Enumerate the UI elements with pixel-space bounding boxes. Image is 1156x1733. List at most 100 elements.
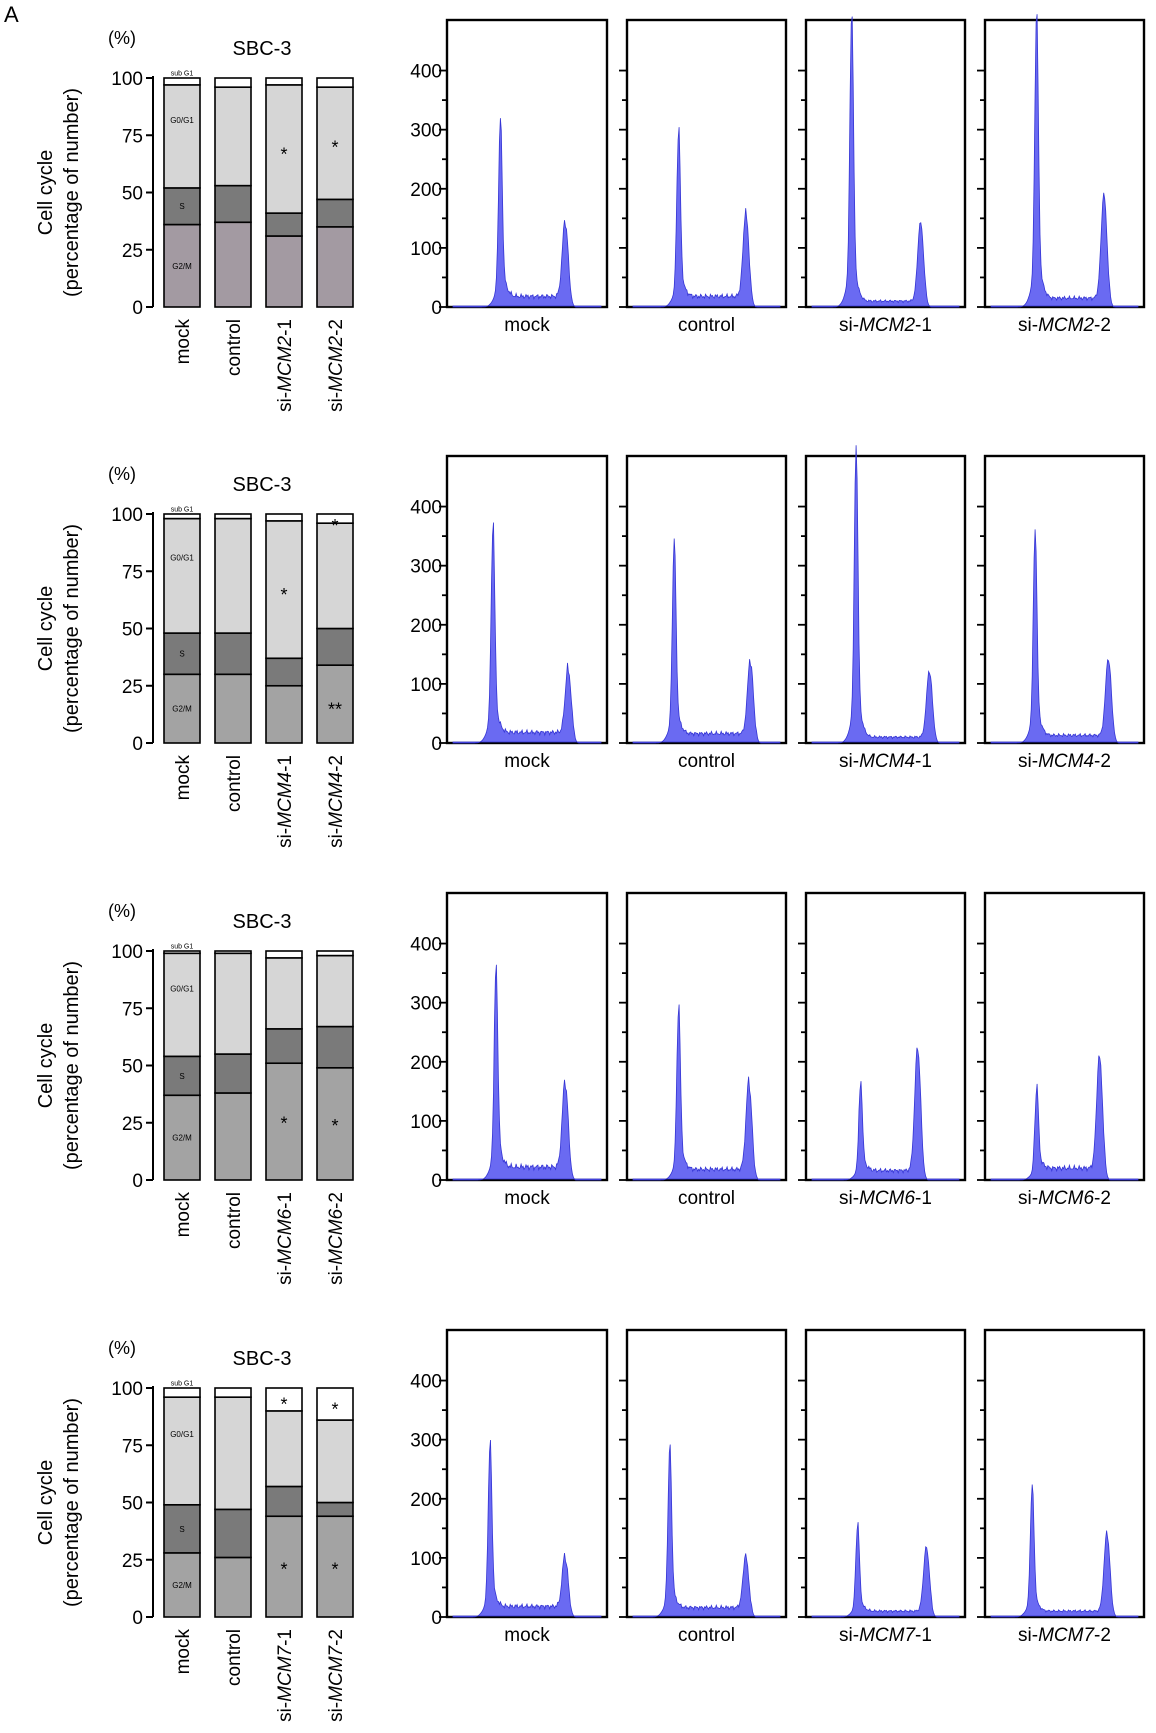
histogram-label: si-MCM2-2 bbox=[1018, 315, 1111, 336]
bar-segment-subg1 bbox=[316, 513, 354, 524]
bar-segment-g0g1 bbox=[265, 957, 303, 1030]
category-label: mock bbox=[173, 319, 194, 365]
category-suffix: -2 bbox=[1094, 315, 1111, 336]
significance-marker: * bbox=[331, 1399, 338, 1419]
bar-segment-g2m bbox=[214, 673, 252, 744]
category-gene: MCM6 bbox=[1038, 1188, 1094, 1209]
y-tick-label: 400 bbox=[410, 498, 442, 519]
histogram-panel: si-MCM4-2 bbox=[977, 454, 1146, 772]
category-suffix: -1 bbox=[275, 1192, 296, 1209]
category-prefix: si- bbox=[275, 1702, 296, 1722]
category-gene: MCM2 bbox=[275, 335, 296, 391]
category-suffix: -2 bbox=[326, 319, 347, 336]
bar-segment-g0g1 bbox=[214, 517, 252, 634]
significance-marker: * bbox=[331, 1116, 338, 1136]
histogram-label: mock bbox=[504, 1625, 550, 1646]
histogram-label: si-MCM4-2 bbox=[1018, 751, 1111, 772]
y-axis-label: Cell cycle bbox=[35, 1023, 57, 1109]
y-tick-label: 100 bbox=[111, 69, 143, 90]
category-prefix: si- bbox=[1018, 751, 1038, 772]
phase-label: G2/M bbox=[172, 705, 192, 714]
category-gene: MCM6 bbox=[326, 1208, 347, 1264]
y-unit-label: (%) bbox=[108, 1338, 136, 1358]
histogram-area bbox=[811, 1522, 960, 1618]
category-label: control bbox=[224, 755, 245, 812]
bar-segment-s bbox=[316, 198, 354, 228]
category-prefix: control bbox=[224, 755, 245, 812]
histogram-area bbox=[632, 538, 781, 744]
panel-label: A bbox=[4, 2, 19, 27]
histogram-panel: si-MCM2-2 bbox=[977, 14, 1146, 336]
chart-title: SBC-3 bbox=[233, 38, 292, 60]
category-label: control bbox=[224, 319, 245, 376]
bar-segment-g0g1 bbox=[265, 1410, 303, 1488]
category-prefix: si- bbox=[275, 392, 296, 412]
histogram-area bbox=[990, 1484, 1139, 1618]
category-gene: MCM7 bbox=[1038, 1625, 1095, 1646]
category-suffix: -1 bbox=[275, 1629, 296, 1646]
category-prefix: control bbox=[678, 751, 735, 772]
phase-label: G0/G1 bbox=[170, 554, 194, 563]
y-tick-label: 100 bbox=[111, 1379, 143, 1400]
y-tick-label: 400 bbox=[410, 935, 442, 956]
histogram-label: si-MCM2-1 bbox=[839, 315, 932, 336]
y-tick-label: 100 bbox=[410, 1112, 442, 1133]
significance-marker: * bbox=[331, 1560, 338, 1580]
bar-segment-s bbox=[316, 1501, 354, 1518]
y-tick-label: 200 bbox=[410, 1053, 442, 1074]
bar-segment-subg1 bbox=[163, 513, 201, 520]
category-prefix: mock bbox=[504, 1188, 550, 1209]
category-gene: MCM7 bbox=[859, 1625, 916, 1646]
histogram-panel: control bbox=[619, 454, 788, 772]
category-prefix: si- bbox=[839, 1188, 859, 1209]
histogram-panel: si-MCM2-1 bbox=[798, 16, 967, 336]
bar-segment-s bbox=[214, 1508, 252, 1559]
y-tick-label: 100 bbox=[410, 1549, 442, 1570]
y-tick-label: 300 bbox=[410, 1431, 442, 1452]
bar-segment-g0g1 bbox=[316, 954, 354, 1028]
phase-label: sub G1 bbox=[171, 506, 194, 513]
category-label: si-MCM6-2 bbox=[326, 1192, 347, 1285]
category-prefix: si- bbox=[839, 1625, 859, 1646]
y-unit-label: (%) bbox=[108, 464, 136, 484]
category-prefix: control bbox=[224, 1629, 245, 1686]
category-label: mock bbox=[173, 1629, 194, 1675]
phase-label: sub G1 bbox=[171, 1380, 194, 1387]
y-tick-label: 300 bbox=[410, 121, 442, 142]
phase-label: S bbox=[179, 202, 184, 211]
phase-label: G0/G1 bbox=[170, 984, 194, 993]
category-prefix: si- bbox=[839, 315, 859, 336]
histogram-frame bbox=[983, 454, 1146, 745]
y-axis-label: (percentage of number) bbox=[61, 524, 83, 733]
histogram-frame bbox=[804, 18, 967, 309]
category-prefix: si- bbox=[326, 828, 347, 848]
bar-segment-g2m bbox=[265, 235, 303, 308]
bar-segment-g0g1 bbox=[163, 517, 201, 634]
bar-segment-s bbox=[265, 657, 303, 687]
histogram-panel: control bbox=[619, 1328, 788, 1646]
significance-marker: * bbox=[331, 137, 338, 157]
y-tick-label: 0 bbox=[431, 1171, 442, 1192]
bar-segment-subg1 bbox=[265, 1387, 303, 1412]
bar-segment-g0g1 bbox=[214, 86, 252, 187]
phase-label: G0/G1 bbox=[170, 1430, 194, 1439]
y-tick-label: 300 bbox=[410, 994, 442, 1015]
y-unit-label: (%) bbox=[108, 901, 136, 921]
category-label: si-MCM7-1 bbox=[275, 1629, 296, 1722]
category-prefix: mock bbox=[173, 755, 194, 801]
histogram-label: mock bbox=[504, 1188, 550, 1209]
y-tick-label: 0 bbox=[431, 298, 442, 319]
histogram-area bbox=[452, 1439, 602, 1618]
histogram-frame bbox=[445, 891, 609, 1182]
category-prefix: control bbox=[224, 1192, 245, 1249]
y-tick-label: 50 bbox=[122, 1494, 143, 1515]
bar-segment-s bbox=[214, 1053, 252, 1094]
histogram-frame bbox=[625, 18, 788, 309]
y-tick-label: 0 bbox=[132, 734, 143, 755]
category-label: si-MCM2-2 bbox=[326, 319, 347, 412]
significance-marker: * bbox=[280, 585, 287, 605]
category-gene: MCM2 bbox=[326, 335, 347, 391]
